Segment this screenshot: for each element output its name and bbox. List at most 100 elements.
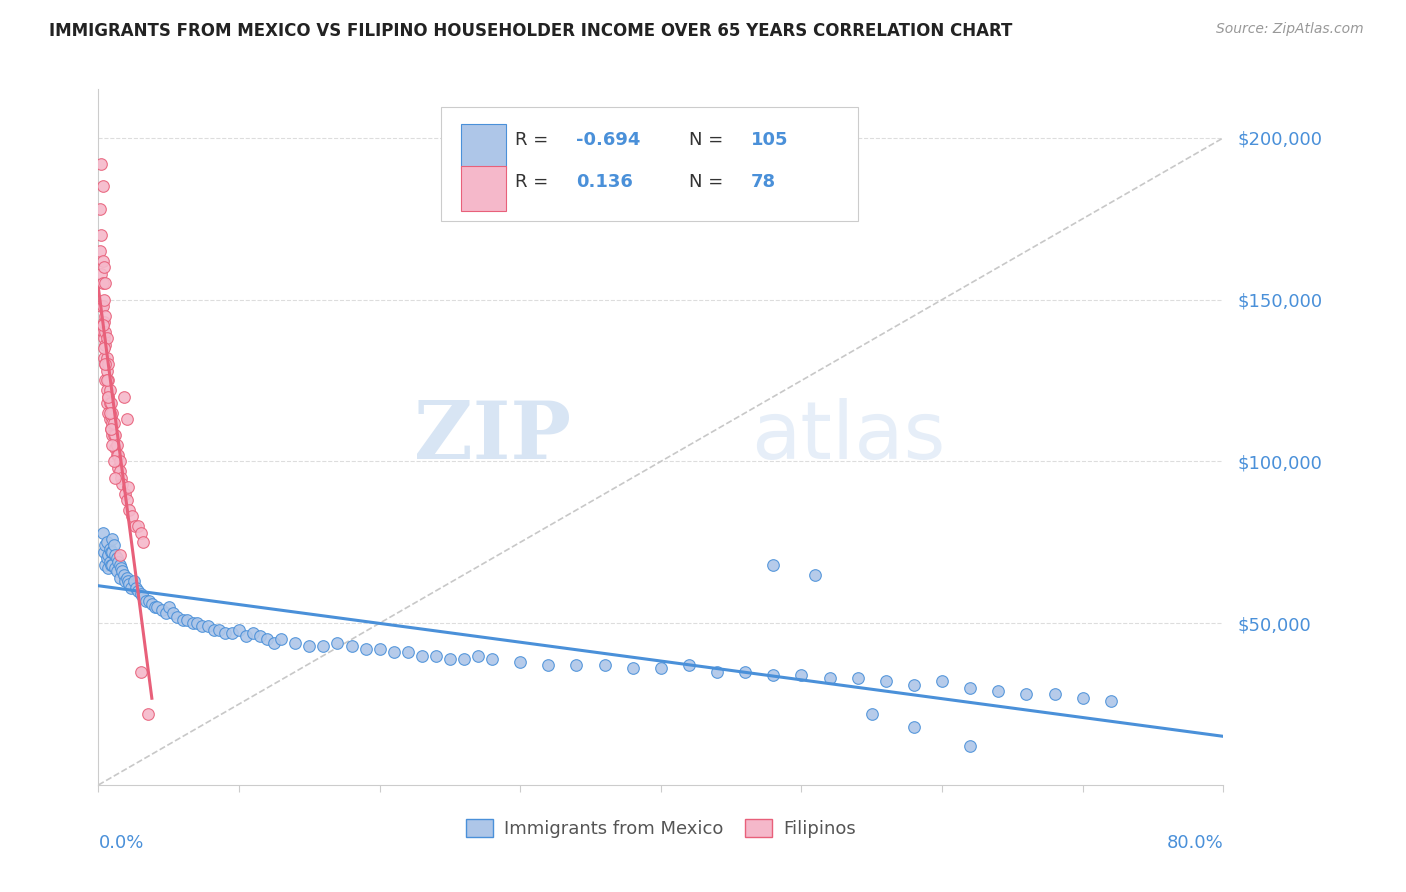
Point bbox=[129, 587, 152, 601]
Point bbox=[110, 561, 132, 575]
Text: N =: N = bbox=[689, 131, 728, 149]
Point bbox=[90, 227, 112, 242]
Point bbox=[100, 409, 122, 423]
Point bbox=[107, 448, 129, 462]
Point bbox=[263, 635, 285, 649]
Point bbox=[108, 558, 131, 572]
Point bbox=[157, 599, 180, 614]
Point bbox=[382, 645, 405, 659]
Point bbox=[537, 658, 560, 673]
Point bbox=[509, 655, 531, 669]
Point bbox=[959, 681, 981, 695]
Point bbox=[143, 599, 166, 614]
Point bbox=[146, 599, 169, 614]
Point bbox=[96, 331, 118, 345]
Point bbox=[90, 267, 112, 281]
Point bbox=[105, 438, 128, 452]
Point bbox=[104, 548, 127, 562]
Point bbox=[98, 406, 121, 420]
Point bbox=[135, 593, 157, 607]
Point bbox=[94, 357, 117, 371]
Point bbox=[762, 668, 785, 682]
Point bbox=[107, 555, 129, 569]
Point bbox=[340, 639, 363, 653]
Point bbox=[221, 625, 243, 640]
Point bbox=[97, 548, 120, 562]
Point bbox=[127, 519, 149, 533]
Point bbox=[242, 625, 264, 640]
Point bbox=[235, 629, 257, 643]
Point bbox=[101, 428, 124, 442]
Point bbox=[108, 548, 131, 562]
Point bbox=[118, 577, 141, 591]
Point bbox=[121, 509, 143, 524]
Point bbox=[931, 674, 953, 689]
Point bbox=[94, 338, 117, 352]
Point bbox=[101, 406, 124, 420]
Point bbox=[565, 658, 588, 673]
Point bbox=[734, 665, 756, 679]
Point bbox=[93, 293, 115, 307]
Point bbox=[91, 318, 114, 333]
Point bbox=[804, 567, 827, 582]
Point bbox=[354, 642, 377, 657]
Point bbox=[186, 616, 208, 631]
Point bbox=[93, 545, 115, 559]
Point bbox=[96, 374, 118, 388]
Point bbox=[103, 539, 125, 553]
Point bbox=[105, 565, 128, 579]
Point bbox=[104, 442, 127, 456]
Point bbox=[875, 674, 897, 689]
Point bbox=[155, 607, 177, 621]
Point bbox=[98, 383, 121, 397]
Point bbox=[112, 390, 135, 404]
Point bbox=[214, 625, 236, 640]
Legend: Immigrants from Mexico, Filipinos: Immigrants from Mexico, Filipinos bbox=[458, 812, 863, 846]
Point bbox=[97, 406, 120, 420]
Point bbox=[90, 299, 112, 313]
Point bbox=[481, 652, 503, 666]
Point bbox=[103, 454, 125, 468]
Point bbox=[439, 652, 461, 666]
Point bbox=[93, 315, 115, 329]
Point bbox=[138, 593, 160, 607]
Point bbox=[790, 668, 813, 682]
Point bbox=[987, 684, 1010, 698]
Point bbox=[100, 422, 122, 436]
Point bbox=[104, 428, 127, 442]
Point bbox=[94, 277, 117, 291]
Point bbox=[97, 374, 120, 388]
Point bbox=[298, 639, 321, 653]
Point bbox=[93, 260, 115, 275]
Point bbox=[166, 609, 188, 624]
Point bbox=[117, 480, 139, 494]
Point bbox=[100, 545, 122, 559]
Point bbox=[270, 632, 292, 647]
Point bbox=[100, 422, 122, 436]
Point bbox=[91, 525, 114, 540]
Point bbox=[89, 244, 111, 258]
Point bbox=[621, 661, 644, 675]
Point bbox=[91, 179, 114, 194]
Text: R =: R = bbox=[515, 173, 560, 191]
Point bbox=[903, 720, 925, 734]
Point bbox=[100, 558, 122, 572]
Point bbox=[162, 607, 184, 621]
Point bbox=[89, 202, 111, 216]
Point bbox=[129, 665, 152, 679]
Text: -0.694: -0.694 bbox=[576, 131, 641, 149]
Point bbox=[396, 645, 419, 659]
Text: N =: N = bbox=[689, 173, 728, 191]
Point bbox=[903, 678, 925, 692]
Text: 0.0%: 0.0% bbox=[98, 834, 143, 852]
Point bbox=[101, 438, 124, 452]
Point bbox=[326, 635, 349, 649]
Point bbox=[191, 619, 214, 633]
Point bbox=[411, 648, 433, 663]
Point bbox=[593, 658, 616, 673]
Point bbox=[91, 299, 114, 313]
Point bbox=[94, 558, 117, 572]
Text: 105: 105 bbox=[751, 131, 789, 149]
Point bbox=[98, 541, 121, 556]
Point bbox=[105, 551, 128, 566]
